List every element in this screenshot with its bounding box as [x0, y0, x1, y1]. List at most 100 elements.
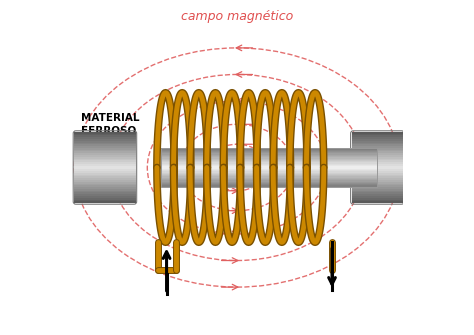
Bar [161, 155, 376, 156]
Bar [161, 179, 376, 180]
Bar [352, 150, 403, 151]
Bar [74, 193, 136, 194]
Bar [352, 142, 403, 144]
Bar [74, 132, 136, 134]
Bar [74, 164, 136, 166]
Bar [74, 155, 136, 157]
Bar [352, 178, 403, 180]
Bar [352, 187, 403, 189]
Bar [74, 180, 136, 182]
Bar [352, 153, 403, 155]
Bar [161, 186, 376, 187]
Bar [161, 163, 376, 165]
Bar [161, 182, 376, 183]
Bar [74, 151, 136, 153]
Bar [161, 178, 376, 179]
Bar [352, 182, 403, 184]
Bar [161, 170, 376, 172]
Bar [352, 198, 403, 200]
Bar [352, 173, 403, 175]
Bar [352, 144, 403, 146]
Bar [74, 135, 136, 137]
Bar [74, 182, 136, 184]
Bar [352, 191, 403, 193]
Bar [74, 177, 136, 178]
Bar [74, 189, 136, 191]
Bar [161, 175, 376, 177]
Bar [74, 166, 136, 168]
Bar [352, 184, 403, 185]
Bar [352, 162, 403, 164]
Bar [74, 162, 136, 164]
Bar [352, 158, 403, 160]
Bar [74, 198, 136, 200]
Bar [74, 169, 136, 171]
Bar [161, 166, 376, 168]
Text: MATERIAL
FERROSO: MATERIAL FERROSO [81, 113, 139, 136]
Bar [74, 201, 136, 203]
Bar [74, 178, 136, 180]
Bar [161, 148, 376, 149]
Bar [161, 169, 376, 170]
Bar [352, 134, 403, 135]
Bar [74, 173, 136, 175]
Bar [74, 146, 136, 148]
Bar [74, 134, 136, 135]
Bar [74, 137, 136, 139]
Bar [352, 148, 403, 150]
Bar [161, 180, 376, 182]
Bar [352, 189, 403, 191]
Bar [352, 185, 403, 187]
Bar [161, 174, 376, 175]
Bar [74, 153, 136, 155]
Bar [74, 144, 136, 146]
Bar [161, 152, 376, 153]
Bar [161, 149, 376, 151]
Bar [161, 172, 376, 173]
Bar [352, 141, 403, 142]
Bar [352, 135, 403, 137]
Bar [352, 171, 403, 173]
Bar [352, 180, 403, 182]
Bar [74, 148, 136, 150]
Text: campo magnético: campo magnético [181, 10, 293, 23]
Bar [74, 175, 136, 177]
Bar [74, 191, 136, 193]
Bar [74, 158, 136, 160]
Bar [352, 168, 403, 169]
Bar [74, 200, 136, 201]
Bar [352, 160, 403, 162]
Bar [352, 164, 403, 166]
Bar [352, 146, 403, 148]
Bar [161, 168, 376, 169]
Bar [161, 158, 376, 160]
Bar [352, 194, 403, 196]
Bar [74, 187, 136, 189]
Bar [161, 177, 376, 178]
Bar [74, 184, 136, 185]
Bar [161, 165, 376, 166]
Bar [74, 141, 136, 142]
Bar [161, 162, 376, 163]
Bar [352, 166, 403, 168]
Bar [74, 194, 136, 196]
Bar [161, 183, 376, 184]
Bar [74, 142, 136, 144]
Bar [352, 175, 403, 177]
Bar [161, 148, 376, 187]
Bar [352, 157, 403, 158]
Bar [74, 185, 136, 187]
Bar [352, 151, 403, 153]
Bar [74, 171, 136, 173]
Bar [161, 153, 376, 155]
Bar [352, 177, 403, 178]
Bar [74, 168, 136, 169]
Bar [161, 156, 376, 157]
Bar [352, 132, 403, 134]
Bar [74, 139, 136, 141]
Bar [74, 196, 136, 198]
Bar [352, 196, 403, 198]
Bar [352, 169, 403, 171]
Bar [352, 137, 403, 139]
Bar [161, 157, 376, 158]
